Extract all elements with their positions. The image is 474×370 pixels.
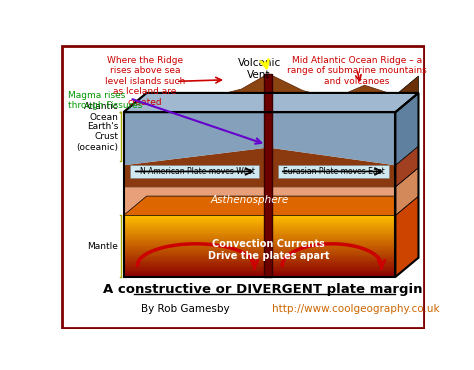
Bar [124, 266, 395, 267]
Text: Mid Atlantic Ocean Ridge – a
range of submarine mountains
and volcanoes: Mid Atlantic Ocean Ridge – a range of su… [287, 56, 427, 86]
Bar [124, 270, 395, 271]
Text: Where the Ridge
rises above sea
level islands such
as Iceland are
created: Where the Ridge rises above sea level is… [105, 56, 185, 107]
Bar [124, 226, 395, 228]
Bar [124, 276, 395, 277]
Polygon shape [124, 74, 395, 112]
Text: Asthenosphere: Asthenosphere [210, 195, 289, 205]
Bar [124, 259, 395, 260]
Bar [124, 263, 395, 265]
Text: Mantle: Mantle [87, 242, 118, 250]
Polygon shape [395, 168, 419, 215]
Polygon shape [124, 112, 268, 165]
Bar [124, 246, 395, 248]
Text: Convection Currents
Drive the plates apart: Convection Currents Drive the plates apa… [208, 239, 329, 261]
Text: Magma rises
through Fissures: Magma rises through Fissures [68, 91, 143, 110]
Bar [124, 268, 395, 270]
Polygon shape [124, 148, 268, 187]
Bar [124, 236, 395, 238]
Bar [124, 251, 395, 252]
Bar [124, 239, 395, 240]
Bar [124, 187, 395, 215]
Bar [124, 245, 395, 246]
Polygon shape [268, 148, 395, 187]
Bar [124, 271, 395, 272]
Bar [124, 219, 395, 220]
Bar [124, 224, 395, 225]
Bar [124, 244, 395, 245]
Bar [124, 265, 395, 266]
Bar [124, 240, 395, 241]
Bar [124, 112, 395, 277]
Text: By Rob Gamesby: By Rob Gamesby [141, 303, 230, 313]
Text: Volcanic
Vent: Volcanic Vent [237, 58, 281, 80]
Polygon shape [395, 76, 419, 112]
Bar [124, 260, 395, 261]
Text: Atlantic
Ocean: Atlantic Ocean [83, 102, 118, 122]
Polygon shape [395, 93, 419, 165]
Bar [124, 233, 395, 234]
Bar [124, 229, 395, 230]
Bar [124, 255, 395, 256]
Bar [124, 248, 395, 249]
Polygon shape [395, 196, 419, 277]
Bar [124, 218, 395, 219]
Bar [124, 261, 395, 262]
Bar [124, 228, 395, 229]
FancyBboxPatch shape [62, 46, 424, 328]
Bar [124, 235, 395, 236]
Polygon shape [124, 168, 419, 187]
Bar [124, 273, 395, 275]
Bar [124, 223, 395, 224]
Bar [124, 230, 395, 231]
Bar [124, 215, 395, 216]
Bar [124, 220, 395, 222]
FancyBboxPatch shape [130, 165, 259, 178]
Text: Eurasian Plate moves East: Eurasian Plate moves East [283, 167, 385, 176]
Bar [124, 225, 395, 226]
Bar [124, 257, 395, 259]
Polygon shape [395, 146, 419, 187]
Text: Earth's
Crust
(oceanic): Earth's Crust (oceanic) [76, 122, 118, 152]
Text: http://www.coolgeography.co.uk: http://www.coolgeography.co.uk [272, 303, 440, 313]
Bar [124, 252, 395, 253]
Bar [124, 262, 395, 263]
Bar [124, 275, 395, 276]
Polygon shape [124, 196, 419, 215]
Bar [264, 74, 272, 277]
Bar [124, 256, 395, 257]
Bar [124, 238, 395, 239]
Bar [124, 216, 395, 218]
Bar [124, 272, 395, 273]
Bar [124, 250, 395, 251]
Bar [124, 249, 395, 250]
Text: N American Plate moves West: N American Plate moves West [140, 167, 255, 176]
Bar [124, 267, 395, 268]
Polygon shape [124, 93, 419, 112]
Bar [124, 222, 395, 223]
Bar [124, 242, 395, 244]
Bar [124, 241, 395, 242]
Bar [124, 253, 395, 255]
Bar [124, 234, 395, 235]
Text: A constructive or DIVERGENT plate margin: A constructive or DIVERGENT plate margin [103, 283, 423, 296]
Bar [124, 231, 395, 233]
FancyBboxPatch shape [278, 165, 389, 178]
Polygon shape [268, 112, 395, 165]
